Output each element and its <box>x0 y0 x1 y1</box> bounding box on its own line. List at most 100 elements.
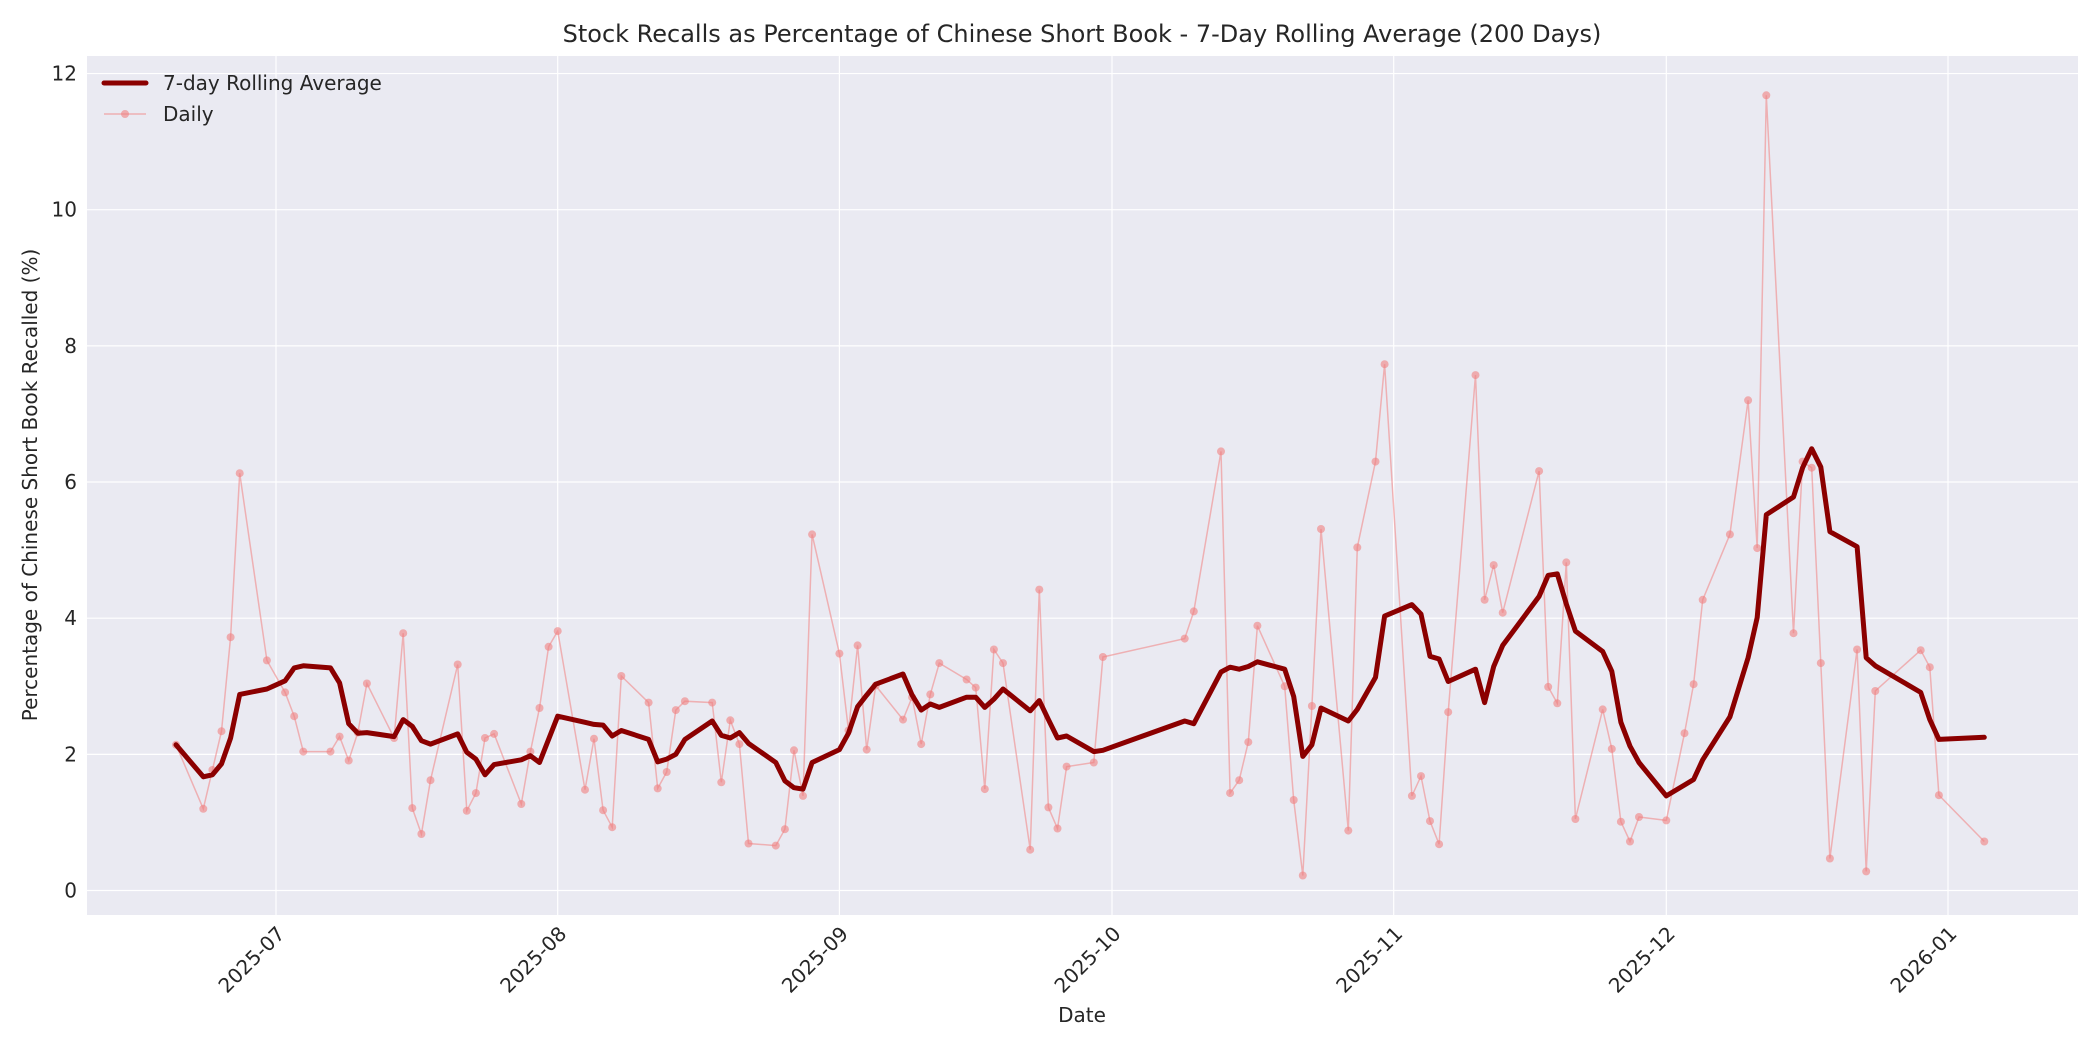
daily-point <box>771 841 780 850</box>
daily-point <box>1626 837 1634 846</box>
daily-point <box>1825 854 1834 863</box>
daily-point <box>1571 815 1580 823</box>
daily-point <box>1298 871 1307 880</box>
daily-point <box>1807 463 1816 472</box>
daily-point <box>617 672 626 680</box>
daily-point <box>581 785 589 794</box>
daily-point <box>935 659 944 668</box>
daily-point <box>1098 653 1107 661</box>
daily-point <box>717 778 726 787</box>
daily-point <box>462 806 471 815</box>
daily-point <box>671 706 680 715</box>
y-tick-label: 0 <box>64 879 77 903</box>
daily-point <box>790 746 798 755</box>
daily-point <box>526 747 535 756</box>
chart-title: Stock Recalls as Percentage of Chinese S… <box>563 20 1602 48</box>
daily-point <box>862 745 871 754</box>
daily-point <box>1280 682 1289 691</box>
daily-point <box>399 629 408 638</box>
y-tick-label: 6 <box>64 470 77 494</box>
daily-point <box>1553 699 1562 708</box>
daily-point <box>1607 744 1616 753</box>
daily-point <box>344 756 353 765</box>
daily-point <box>1662 816 1671 825</box>
daily-point <box>1026 845 1035 854</box>
daily-point <box>335 732 344 741</box>
daily-point <box>653 784 662 793</box>
daily-point <box>662 768 671 776</box>
daily-point <box>1616 817 1625 826</box>
daily-point <box>980 785 989 794</box>
daily-point <box>1417 772 1425 781</box>
daily-point <box>535 704 544 712</box>
legend: 7-day Rolling Average Daily <box>101 71 382 126</box>
daily-point <box>899 715 907 724</box>
daily-point <box>1226 789 1235 798</box>
y-tick-label: 4 <box>64 606 77 630</box>
daily-point <box>417 830 426 838</box>
daily-point <box>744 839 753 848</box>
daily-point <box>735 740 744 749</box>
daily-point <box>1689 680 1698 689</box>
daily-point <box>1598 705 1607 714</box>
daily-point <box>1317 525 1325 533</box>
y-tick-label: 10 <box>52 198 77 222</box>
legend-rolling-label: 7-day Rolling Average <box>163 71 382 95</box>
daily-point <box>1407 791 1416 800</box>
daily-point <box>1789 629 1798 638</box>
x-tick-label: 2025-09 <box>777 922 853 998</box>
daily-point <box>1380 360 1389 369</box>
daily-point <box>1498 608 1507 617</box>
daily-point <box>1816 659 1825 668</box>
plot-area <box>87 56 2078 915</box>
daily-point <box>644 698 653 707</box>
daily-point <box>217 727 226 736</box>
daily-point <box>1725 530 1734 539</box>
daily-point <box>989 645 998 654</box>
daily-point <box>1344 826 1353 835</box>
daily-point <box>1480 595 1489 604</box>
daily-point <box>481 734 489 742</box>
series-daily <box>172 91 1989 880</box>
x-tick-label: 2025-10 <box>1049 922 1125 998</box>
daily-point <box>290 712 299 721</box>
daily-point <box>1180 634 1189 643</box>
daily-point <box>971 683 980 692</box>
daily-point <box>1544 682 1553 691</box>
daily-point <box>1089 758 1098 767</box>
daily-point <box>1635 813 1643 821</box>
y-axis-label: Percentage of Chinese Short Book Recalle… <box>18 249 42 722</box>
daily-point <box>835 649 844 658</box>
y-tick-label: 8 <box>64 334 77 358</box>
rolling-average-line <box>173 446 1987 799</box>
daily-point <box>426 776 435 785</box>
daily-point <box>1444 708 1453 717</box>
daily-point <box>490 729 499 738</box>
daily-point <box>1925 663 1934 672</box>
daily-point <box>1353 543 1362 552</box>
daily-point <box>808 530 817 539</box>
daily-point <box>680 697 689 706</box>
daily-point <box>917 740 926 749</box>
daily-point <box>1253 621 1262 630</box>
x-tick-label: 2025-11 <box>1331 922 1407 998</box>
daily-point <box>362 679 371 688</box>
daily-point <box>599 806 608 815</box>
x-axis-ticks: 2025-07 2025-08 2025-09 2025-10 2025-11 2025-… <box>213 922 1961 998</box>
daily-point <box>1680 729 1689 738</box>
daily-point <box>1489 561 1498 570</box>
daily-point <box>1762 91 1771 100</box>
daily-point <box>408 804 417 813</box>
y-axis-ticks: 0 2 4 6 8 10 12 <box>52 62 77 903</box>
daily-point <box>1062 762 1071 771</box>
daily-point <box>326 747 335 756</box>
x-tick-label: 2026-01 <box>1885 922 1961 998</box>
daily-point <box>281 688 290 697</box>
daily-point <box>199 804 208 813</box>
daily-point <box>962 675 971 684</box>
daily-point <box>1862 867 1871 876</box>
x-tick-label: 2025-08 <box>495 922 571 998</box>
daily-point <box>708 698 717 707</box>
daily-point <box>1053 824 1062 833</box>
